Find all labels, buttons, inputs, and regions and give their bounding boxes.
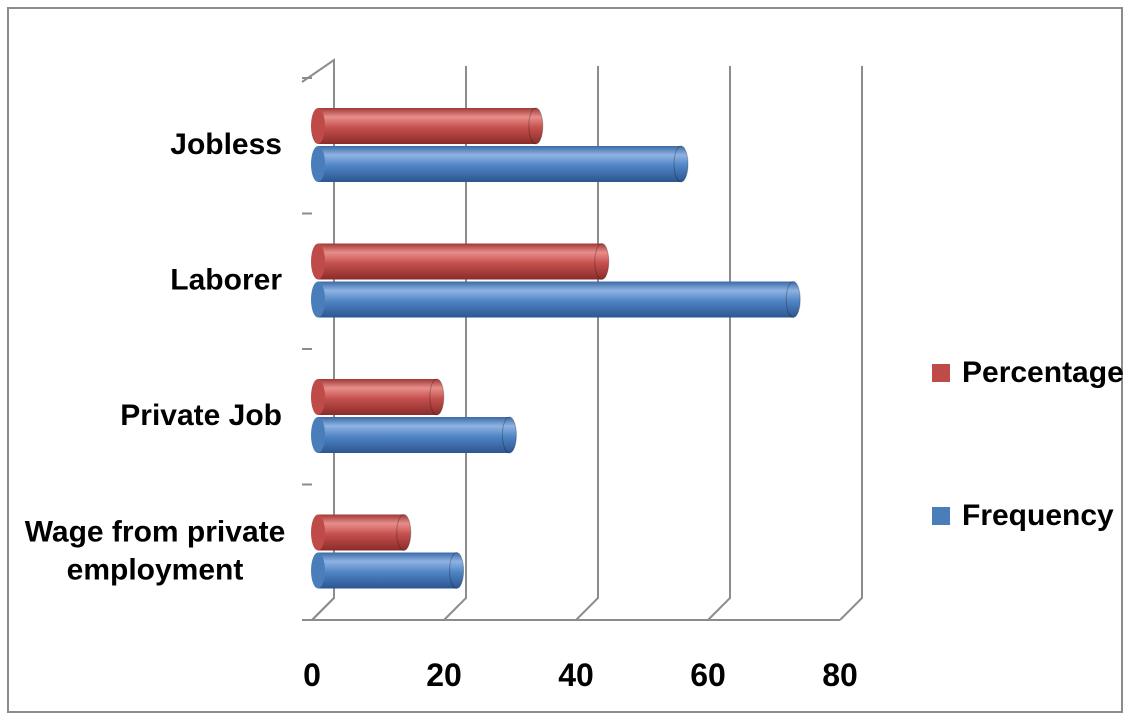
- bar-frequency: [311, 416, 517, 454]
- gridline: [575, 66, 599, 621]
- y-category-label: Jobless: [170, 128, 282, 161]
- y-category-label: Laborer: [170, 264, 282, 297]
- bar-percentage: [311, 514, 412, 551]
- bar-frequency: [311, 145, 689, 183]
- bar-frequency: [311, 281, 801, 318]
- legend-label: Percentage: [962, 356, 1124, 389]
- legend-swatch: [932, 364, 950, 382]
- gridline: [707, 66, 731, 621]
- bar-frequency: [311, 552, 465, 589]
- chart-frame: [7, 7, 1123, 713]
- x-tick-label: 60: [690, 657, 726, 693]
- bar-percentage: [311, 243, 610, 280]
- y-axis: [301, 58, 335, 621]
- legend-item-percentage: Percentage: [932, 356, 1124, 389]
- grid-layer: [301, 58, 863, 621]
- y-category-label: Wage from private employment: [25, 516, 286, 587]
- gridline: [839, 66, 863, 621]
- bar-percentage: [311, 107, 544, 145]
- bar-percentage: [311, 378, 445, 416]
- legend: Percentage Frequency: [932, 356, 1124, 532]
- x-tick-label: 0: [303, 657, 321, 693]
- legend-label: Frequency: [962, 499, 1114, 532]
- x-tick-label: 20: [426, 657, 462, 693]
- bars-layer: [311, 107, 801, 589]
- x-tick-label: 40: [558, 657, 594, 693]
- labels-layer: 0 20 40 60 80 Wage from private employment Priv…: [25, 128, 858, 693]
- x-tick-label: 80: [822, 657, 858, 693]
- y-category-label: Private Job: [120, 399, 282, 432]
- gridline: [443, 66, 467, 621]
- legend-item-frequency: Frequency: [932, 499, 1114, 532]
- legend-swatch: [932, 507, 950, 525]
